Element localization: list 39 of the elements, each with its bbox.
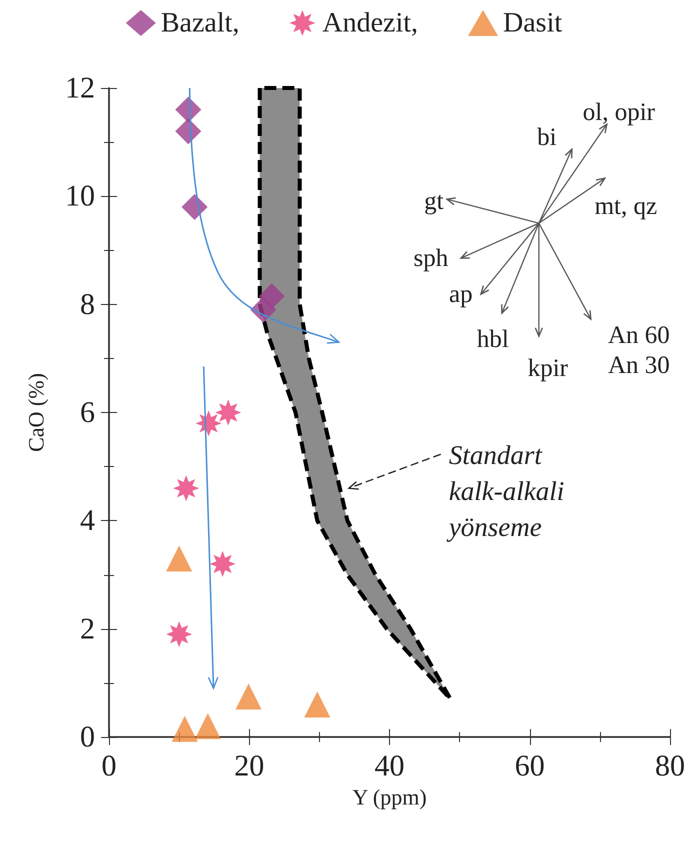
- x-tick-label: 40: [374, 750, 404, 782]
- annotation: sph: [414, 245, 449, 272]
- legend-label: Andezit,: [322, 8, 418, 38]
- x-tick-label: 20: [234, 750, 264, 782]
- legend-label: Bazalt,: [160, 8, 240, 38]
- annotation: Standart kalk-alkali yönseme: [446, 440, 564, 542]
- point: [175, 118, 202, 144]
- point: [172, 716, 198, 742]
- y-tick-label: 4: [80, 504, 95, 538]
- annotation: mt, qz: [594, 193, 658, 220]
- y-axis-title: CaO (%): [24, 373, 48, 452]
- annotation: ap: [449, 281, 473, 308]
- y-tick-label: 2: [80, 612, 95, 646]
- point: [196, 410, 222, 436]
- annotation: ol, opir: [582, 99, 656, 126]
- point: [215, 400, 242, 426]
- annotation: hbl: [476, 326, 509, 354]
- point: [236, 683, 262, 710]
- point: [173, 475, 200, 502]
- annotation: gt: [424, 188, 444, 216]
- point: [194, 713, 221, 740]
- y-tick-label: 6: [80, 396, 95, 429]
- point: [166, 621, 192, 648]
- annotation: An 30: [608, 352, 670, 380]
- point: [166, 546, 192, 572]
- point: [182, 194, 208, 220]
- x-tick-label: 80: [655, 750, 685, 782]
- x-axis-title: Y (ppm): [352, 784, 427, 810]
- annotation: kpir: [528, 355, 569, 382]
- y-tick-label: 0: [80, 720, 95, 754]
- y-tick-label: 10: [65, 180, 95, 213]
- x-tick-label: 60: [514, 750, 545, 782]
- y-tick-label: 8: [80, 288, 95, 321]
- x-tick-label: 0: [102, 750, 116, 782]
- annotation: bi: [537, 124, 557, 152]
- annotation: An 60: [608, 322, 670, 350]
- point: [210, 550, 236, 577]
- legend-label: Dasit: [503, 8, 562, 38]
- y-tick-label: 12: [65, 72, 95, 104]
